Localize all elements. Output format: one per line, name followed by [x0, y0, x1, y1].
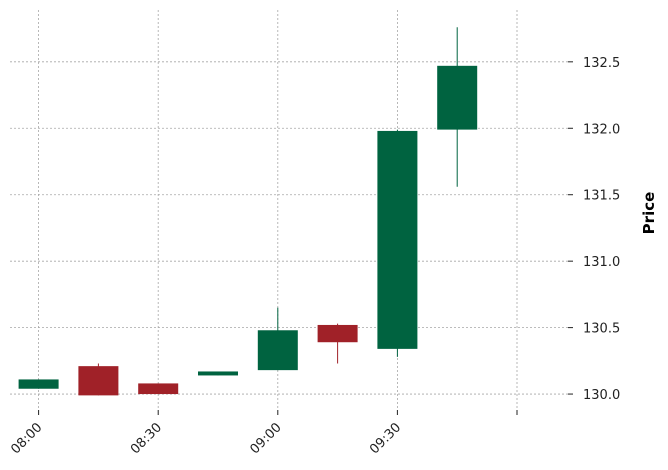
x-tick-label: 08:30	[128, 420, 165, 457]
y-tick-label: 130.0	[583, 388, 620, 403]
candle-body-down	[78, 366, 119, 396]
candle-body-up	[437, 65, 478, 130]
candle-body-up	[377, 130, 418, 349]
x-tick-label: 08:00	[8, 420, 45, 457]
y-tick-label: 132.0	[583, 122, 620, 137]
tick-labels: 130.0 130.5 131.0 131.5 132.0 132.5 08:00 08:30…	[8, 56, 620, 457]
candle-body-up	[198, 371, 238, 376]
x-tick-label: 09:30	[367, 420, 404, 457]
candles	[18, 27, 478, 396]
y-tick-label: 132.5	[583, 56, 620, 71]
y-tick-label: 130.5	[583, 322, 620, 337]
y-tick-label: 131.0	[583, 255, 620, 270]
axes	[38, 61, 573, 415]
candle-body-up	[257, 330, 298, 371]
candle-body-down	[317, 324, 358, 343]
candle-body-up	[18, 379, 59, 389]
y-tick-label: 131.5	[583, 189, 620, 204]
x-tick-label: 09:00	[248, 420, 285, 457]
candle-body-down	[138, 383, 179, 395]
y-axis-title: Price	[640, 192, 658, 235]
